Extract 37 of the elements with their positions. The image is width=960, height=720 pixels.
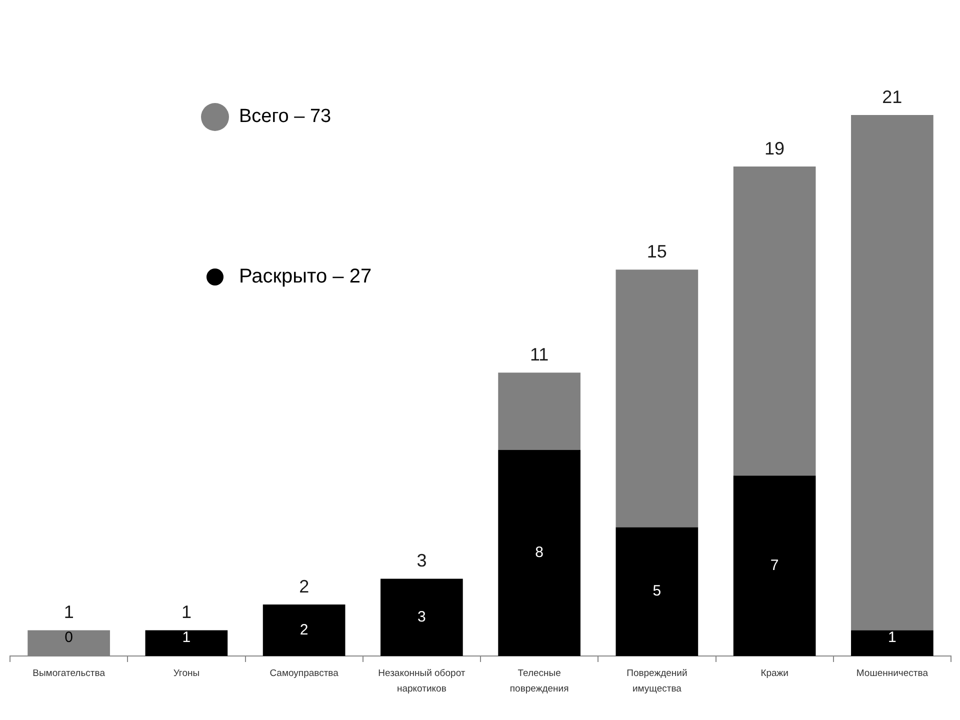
total-label: 15: [646, 242, 667, 262]
bar: [616, 270, 698, 528]
total-label: 2: [299, 576, 310, 596]
total-label: 3: [416, 550, 427, 571]
bar: [616, 527, 698, 656]
data-label: 5: [652, 582, 662, 600]
bar: [498, 450, 580, 656]
data-label: 7: [770, 556, 779, 574]
legend-label: Всего – 73: [239, 106, 332, 128]
total-label: 19: [764, 138, 785, 158]
bar: [733, 166, 816, 476]
data-label: 1: [182, 629, 191, 646]
total-label: 1: [64, 602, 74, 622]
bar: [851, 630, 934, 656]
x-tick-label: Незаконный оборот наркотиков: [378, 668, 466, 694]
data-label: 8: [535, 544, 544, 562]
x-tick-label: Угоны: [173, 668, 200, 680]
x-tick-label: Вымогательства: [32, 668, 106, 680]
data-label: 3: [418, 608, 426, 626]
total-label: 1: [181, 602, 192, 622]
bar: [145, 630, 228, 656]
bar: [733, 476, 816, 656]
x-tick-label: Самоуправства: [270, 668, 340, 680]
x-tick-label: Мошенничества: [856, 668, 929, 680]
data-label: 0: [64, 629, 73, 646]
data-label: 2: [300, 621, 308, 638]
bar: [262, 604, 346, 656]
total-label: 11: [530, 344, 549, 365]
bar: [851, 115, 934, 630]
total-label: 21: [882, 86, 902, 107]
bar: [380, 578, 463, 656]
x-tick-label: Телесные повреждения: [510, 668, 569, 694]
x-tick-label: Повреждений имущества: [626, 668, 688, 694]
data-label: 1: [888, 629, 896, 646]
legend-label: Раскрыто – 27: [239, 266, 372, 288]
bar: [498, 372, 580, 450]
x-tick-label: Кражи: [760, 668, 788, 680]
